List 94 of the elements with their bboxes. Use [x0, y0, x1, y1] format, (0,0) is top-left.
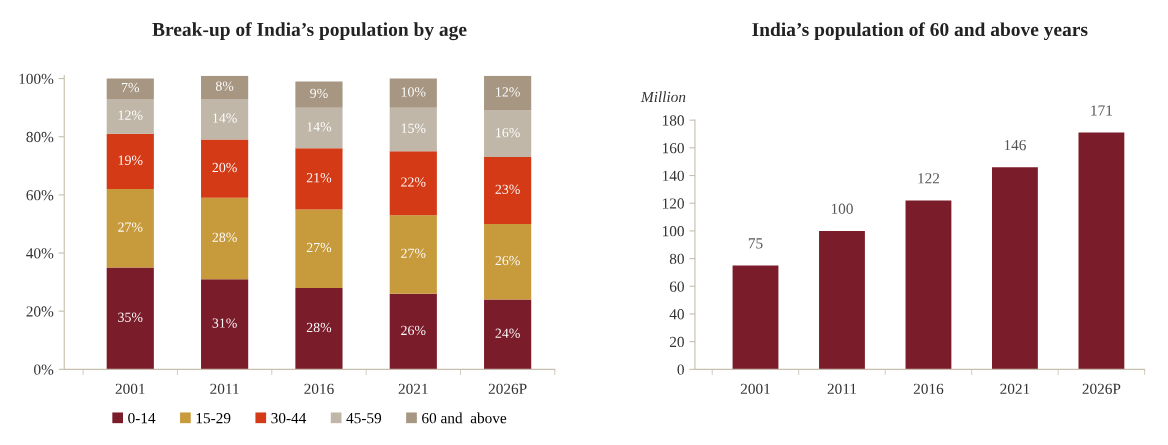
data-label: 19%	[118, 155, 143, 165]
data-label: 15%	[401, 123, 426, 133]
y-tick-label: 140	[662, 170, 684, 181]
y-tick-label: 20	[669, 336, 684, 348]
data-label: 26%	[401, 325, 426, 336]
data-label: 14%	[307, 122, 332, 132]
x-tick-label: 2026P	[1082, 383, 1121, 394]
bar	[201, 279, 249, 370]
y-tick-label: 40	[669, 309, 684, 320]
bar	[295, 209, 343, 288]
data-label: 31%	[212, 318, 237, 328]
data-label: 7%	[121, 82, 140, 93]
bar	[106, 267, 154, 370]
x-tick-label: 2011	[210, 383, 239, 394]
data-label: 20%	[212, 162, 237, 173]
x-tick-label: 2001	[740, 383, 770, 394]
bar	[295, 81, 343, 108]
data-label: 21%	[306, 172, 332, 183]
bar	[106, 189, 154, 268]
bar	[484, 223, 532, 300]
bar	[201, 139, 249, 198]
x-tick-label: 2026P	[488, 383, 527, 394]
x-tick-label: 2021	[1000, 383, 1030, 394]
bar	[1078, 132, 1125, 370]
y-tick-label: 60%	[26, 190, 54, 201]
data-label: 35%	[118, 312, 143, 322]
x-tick-label: 2016	[913, 383, 944, 394]
data-label: 171	[1091, 105, 1112, 116]
y-tick-label: 0	[677, 364, 684, 375]
legend-label: 15-29	[196, 413, 231, 424]
bar	[106, 133, 154, 190]
y-tick-label: 180	[662, 115, 684, 126]
x-tick-label: 2016	[304, 383, 334, 394]
bar	[389, 293, 437, 370]
bar	[905, 200, 952, 370]
data-label: 12%	[118, 110, 143, 120]
x-tick-label: 2001	[115, 383, 145, 394]
data-label: 14%	[213, 113, 237, 123]
y-tick-label: 60	[669, 281, 684, 292]
bar	[732, 265, 779, 370]
y-tick-label: 40%	[26, 248, 54, 259]
y-axis-title: Million	[640, 91, 686, 103]
chart-title: Break-up of India’s population by age	[152, 22, 467, 41]
data-label: 24%	[495, 328, 520, 338]
data-label: 8%	[215, 81, 234, 91]
data-label: 27%	[401, 248, 426, 259]
x-tick-label: 2021	[398, 383, 428, 394]
legend-label: 45-59	[346, 413, 382, 424]
bar	[484, 157, 532, 224]
data-label: 28%	[212, 232, 237, 243]
bar	[201, 197, 249, 280]
bar	[819, 230, 865, 370]
legend-label: 0-14	[128, 413, 156, 424]
bar	[389, 215, 437, 294]
y-tick-label: 100%	[19, 73, 54, 85]
data-label: 100	[831, 203, 853, 214]
bar	[106, 78, 154, 99]
bar	[201, 75, 249, 99]
bar	[484, 110, 532, 158]
data-label: 27%	[118, 222, 143, 232]
y-tick-label: 80%	[26, 131, 54, 143]
data-label: 26%	[495, 255, 520, 266]
bar	[201, 98, 249, 140]
y-tick-label: 120	[662, 198, 684, 209]
y-tick-label: 0%	[34, 364, 54, 375]
data-label: 12%	[496, 87, 520, 97]
data-label: 23%	[495, 184, 520, 195]
bar	[484, 75, 532, 111]
data-label: 9%	[310, 88, 328, 99]
bar	[389, 151, 437, 216]
bar	[295, 148, 343, 210]
bar	[106, 98, 154, 134]
bar	[389, 78, 437, 108]
data-label: 28%	[306, 322, 332, 333]
data-label: 146	[1004, 139, 1026, 151]
y-tick-label: 80	[669, 253, 684, 265]
bar	[295, 107, 343, 149]
chart-title: India’s population of 60 and above years	[752, 22, 1088, 41]
bar	[992, 167, 1038, 370]
data-label: 122	[918, 173, 940, 184]
legend-label: 30-44	[271, 413, 307, 424]
bar	[389, 107, 437, 152]
y-tick-label: 20%	[26, 306, 54, 317]
data-label: 27%	[306, 242, 332, 253]
legend-label: 60 and above	[422, 412, 507, 424]
data-label: 16%	[496, 127, 520, 138]
data-label: 22%	[401, 177, 426, 187]
data-label: 75	[748, 238, 763, 249]
bar	[484, 299, 532, 370]
y-tick-label: 160	[662, 142, 684, 154]
y-tick-label: 100	[662, 226, 684, 237]
data-label: 10%	[401, 87, 426, 97]
x-tick-label: 2011	[827, 383, 857, 394]
bar	[295, 287, 343, 370]
